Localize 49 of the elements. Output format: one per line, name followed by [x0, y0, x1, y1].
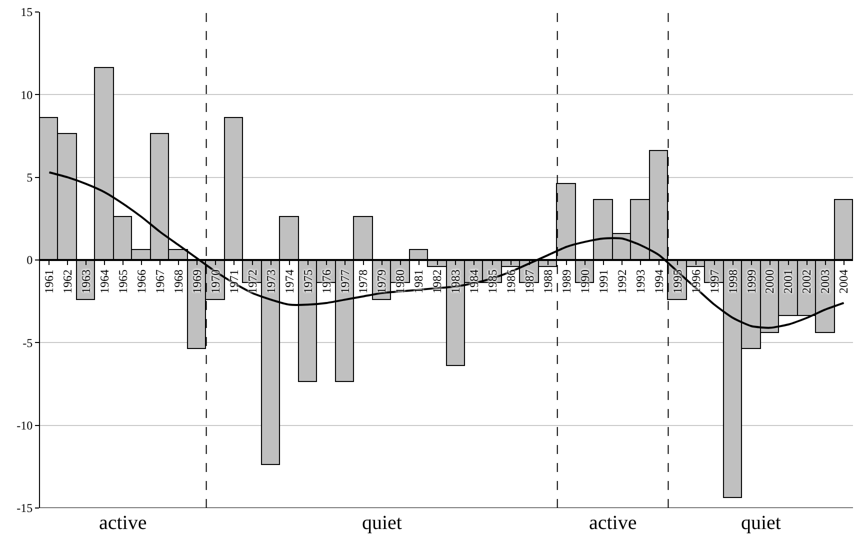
text: active	[589, 512, 637, 534]
x-tick-label: 1974	[282, 270, 296, 294]
x-tick-label: 1987	[522, 270, 537, 294]
x-tick-label: 1964	[98, 270, 112, 294]
x-tick-label: 1992	[614, 270, 629, 294]
x-tick-label: 1965	[116, 270, 130, 294]
x-tick-label: 1969	[190, 270, 204, 294]
y-tick-label: 0	[26, 253, 33, 268]
x-tick-label: 1999	[744, 270, 758, 294]
x-tick-label: 1997	[707, 270, 722, 294]
y-tick-label: -5	[22, 336, 33, 350]
x-tick-label: 1984	[467, 270, 482, 294]
x-tick-label: 1963	[79, 270, 94, 294]
x-tick-label: 1962	[60, 270, 75, 294]
x-tick-label: 1982	[430, 270, 444, 294]
x-tick-label: 2003	[818, 270, 832, 294]
x-tick-label: 1971	[226, 270, 241, 294]
x-tick-label: 1989	[560, 270, 574, 294]
x-tick-label: 1978	[356, 270, 370, 294]
x-tick-label: 1966	[134, 270, 149, 294]
x-tick-label: 1961	[42, 270, 56, 294]
x-tick-label: 1973	[264, 270, 278, 294]
x-tick-label: 2002	[800, 270, 814, 294]
text: active	[99, 512, 147, 534]
y-tick-label: 15	[20, 5, 33, 20]
text: quiet	[362, 512, 402, 534]
x-tick-label: 1976	[319, 270, 334, 294]
x-tick-label: 2000	[762, 270, 777, 294]
x-tick-label: 1968	[171, 270, 186, 294]
x-tick-label: 1991	[596, 270, 610, 294]
x-tick-label: 1988	[541, 270, 556, 294]
x-tick-label: 1998	[726, 270, 740, 294]
x-tick-label: 1967	[153, 270, 167, 294]
x-tick-label: 1975	[300, 270, 315, 294]
x-tick-label: 1977	[338, 270, 352, 294]
y-tick-label: -15	[16, 501, 33, 516]
x-tick-label: 1980	[393, 270, 408, 294]
x-tick-label: 1990	[578, 270, 592, 294]
y-tick-label: 10	[20, 88, 33, 102]
text: quiet	[741, 512, 782, 534]
x-tick-label: 1995	[670, 270, 684, 294]
x-tick-label: 1970	[208, 270, 222, 294]
y-tick-label: -10	[16, 418, 33, 433]
x-tick-label: 2001	[781, 270, 796, 294]
x-tick-label: 1993	[633, 270, 648, 294]
x-tick-label: 1994	[652, 270, 666, 294]
x-tick-label: 1979	[374, 270, 389, 294]
x-tick-label: 2004	[836, 270, 851, 294]
y-tick-label: 5	[26, 170, 33, 185]
